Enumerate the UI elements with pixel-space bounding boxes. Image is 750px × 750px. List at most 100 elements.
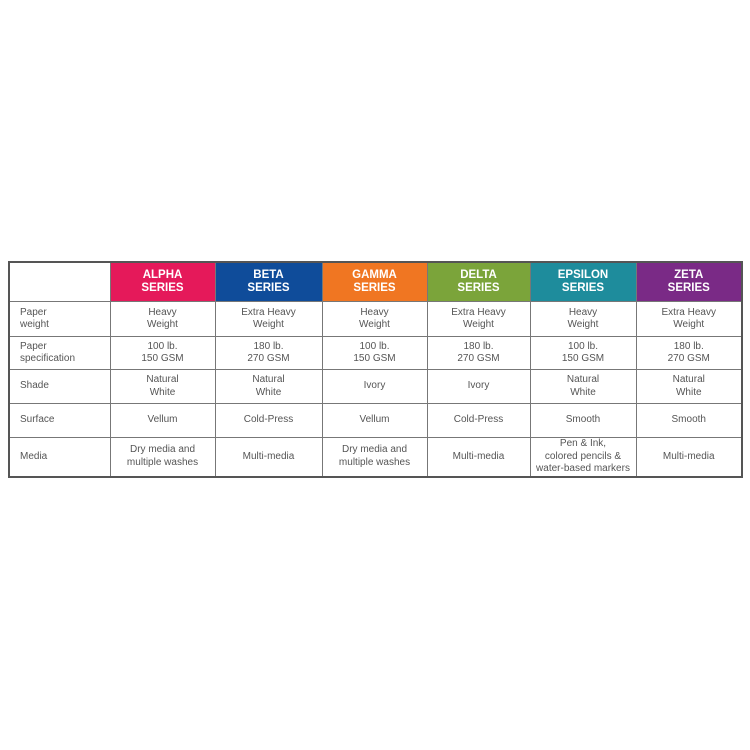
table-cell: Multi-media bbox=[426, 437, 531, 477]
cell-text-line: Weight bbox=[673, 319, 705, 330]
table-cell: 180 lb. 270 GSM bbox=[635, 336, 743, 370]
cell-text-line: multiple washes bbox=[126, 456, 199, 468]
column-header-zeta: ZETA SERIES bbox=[635, 262, 743, 302]
table-row: Paper weight Heavy Weight Extra Heavy Weight H… bbox=[8, 301, 743, 337]
cell-text-line: Vellum bbox=[359, 414, 390, 426]
cell-text-line: ZETA bbox=[674, 268, 704, 281]
cell-text-line: Paper bbox=[20, 306, 47, 318]
corner-cell bbox=[8, 262, 111, 302]
row-label: Paper weight bbox=[8, 301, 111, 337]
table-cell: 180 lb. 270 GSM bbox=[214, 336, 323, 370]
cell-text-line: weight bbox=[20, 319, 49, 330]
cell-text-line: Smooth bbox=[671, 414, 706, 426]
table-cell: Ivory bbox=[321, 369, 428, 404]
table-cell: Heavy Weight bbox=[109, 301, 216, 337]
cell-text-line: GAMMA bbox=[352, 268, 397, 281]
cell-text-line: Pen & Ink, bbox=[559, 438, 607, 449]
table-cell: Vellum bbox=[109, 403, 216, 438]
table-cell: Smooth bbox=[529, 403, 637, 438]
cell-text-line: Paper bbox=[20, 340, 47, 352]
cell-text-line: Heavy bbox=[360, 306, 389, 318]
table-row: Surface Vellum Cold-Press Vellum Cold-Press S… bbox=[8, 403, 743, 438]
cell-text-line: SERIES bbox=[667, 282, 710, 294]
cell-text-line: Cold-Press bbox=[243, 414, 294, 426]
cell-text-line: multiple washes bbox=[338, 456, 411, 468]
row-label: Media bbox=[8, 437, 111, 477]
cell-text-line: SERIES bbox=[141, 282, 184, 294]
cell-text-line: EPSILON bbox=[557, 268, 609, 281]
table-row: Media Dry media and multiple washes Multi-m… bbox=[8, 437, 743, 477]
cell-text-line: White bbox=[570, 386, 596, 398]
cell-text-line: Natural bbox=[252, 374, 285, 385]
cell-text-line: Natural bbox=[566, 374, 600, 385]
cell-text-line: SERIES bbox=[561, 282, 605, 294]
cell-text-line: 100 lb. bbox=[147, 340, 178, 352]
column-header-gamma: GAMMA SERIES bbox=[321, 262, 428, 302]
row-label: Paper specification bbox=[8, 336, 111, 370]
cell-text-line: 270 GSM bbox=[247, 353, 290, 364]
cell-text-line: White bbox=[675, 386, 702, 398]
table-cell: Pen & Ink, colored pencils & water-based m… bbox=[529, 437, 637, 477]
table-cell: Dry media and multiple washes bbox=[109, 437, 216, 477]
column-header-alpha: ALPHA SERIES bbox=[109, 262, 216, 302]
cell-text-line: colored pencils & bbox=[544, 450, 622, 462]
table-row: Paper specification 100 lb. 150 GSM 180 lb. 2… bbox=[8, 336, 743, 370]
cell-text-line: Weight bbox=[253, 319, 284, 330]
cell-text-line: Extra Heavy bbox=[661, 306, 716, 318]
cell-text-line: specification bbox=[20, 353, 76, 364]
cell-text-line: water-based markers bbox=[536, 463, 630, 474]
column-header-epsilon: EPSILON SERIES bbox=[529, 262, 637, 302]
cell-text-line: SERIES bbox=[247, 282, 290, 294]
table-cell: Heavy Weight bbox=[321, 301, 428, 337]
row-label: Surface bbox=[8, 403, 111, 438]
cell-text-line: 270 GSM bbox=[667, 353, 710, 364]
cell-text-line: Shade bbox=[20, 380, 49, 392]
table-cell: Cold-Press bbox=[426, 403, 531, 438]
cell-text-line: Heavy bbox=[568, 306, 598, 318]
cell-text-line: Ivory bbox=[467, 380, 490, 392]
cell-text-line: DELTA bbox=[460, 268, 497, 281]
cell-text-line: White bbox=[149, 386, 176, 398]
cell-text-line: Cold-Press bbox=[453, 414, 504, 426]
table-cell: Natural White bbox=[529, 369, 637, 404]
table-cell: Extra Heavy Weight bbox=[214, 301, 323, 337]
table-cell: Extra Heavy Weight bbox=[426, 301, 531, 337]
table-cell: 180 lb. 270 GSM bbox=[426, 336, 531, 370]
header-row: ALPHA SERIES BETA SERIES GAMMA SERIES DELTA SER… bbox=[8, 262, 743, 302]
table-cell: Dry media and multiple washes bbox=[321, 437, 428, 477]
table-cell: 100 lb. 150 GSM bbox=[109, 336, 216, 370]
cell-text-line: 180 lb. bbox=[253, 340, 284, 352]
table-cell: Extra Heavy Weight bbox=[635, 301, 743, 337]
cell-text-line: Dry media and bbox=[129, 444, 196, 456]
cell-text-line: Multi-media bbox=[242, 450, 295, 462]
cell-text-line: Weight bbox=[147, 319, 178, 330]
cell-text-line: 150 GSM bbox=[353, 353, 396, 364]
row-label: Shade bbox=[8, 369, 111, 404]
cell-text-line: Extra Heavy bbox=[451, 306, 506, 318]
cell-text-line: Multi-media bbox=[662, 450, 715, 462]
table-cell: Multi-media bbox=[214, 437, 323, 477]
cell-text-line: Heavy bbox=[148, 306, 177, 318]
cell-text-line: 180 lb. bbox=[463, 340, 494, 352]
table-cell: 100 lb. 150 GSM bbox=[529, 336, 637, 370]
table-cell: Smooth bbox=[635, 403, 743, 438]
cell-text-line: 270 GSM bbox=[457, 353, 500, 364]
cell-text-line: Weight bbox=[463, 319, 494, 330]
cell-text-line: 150 GSM bbox=[561, 353, 605, 364]
cell-text-line: 100 lb. bbox=[567, 340, 599, 352]
cell-text-line: Natural bbox=[672, 374, 705, 385]
column-header-delta: DELTA SERIES bbox=[426, 262, 531, 302]
table-cell: Vellum bbox=[321, 403, 428, 438]
cell-text-line: Extra Heavy bbox=[241, 306, 296, 318]
cell-text-line: Weight bbox=[567, 319, 599, 330]
cell-text-line: 150 GSM bbox=[141, 353, 184, 364]
cell-text-line: Dry media and bbox=[341, 444, 408, 456]
cell-text-line: Media bbox=[20, 450, 48, 462]
cell-text-line: ALPHA bbox=[142, 268, 183, 281]
table-cell: Natural White bbox=[635, 369, 743, 404]
cell-text-line: Multi-media bbox=[452, 450, 505, 462]
table-cell: Natural White bbox=[109, 369, 216, 404]
table-cell: Ivory bbox=[426, 369, 531, 404]
cell-text-line: White bbox=[255, 386, 282, 398]
cell-text-line: SERIES bbox=[353, 282, 396, 294]
